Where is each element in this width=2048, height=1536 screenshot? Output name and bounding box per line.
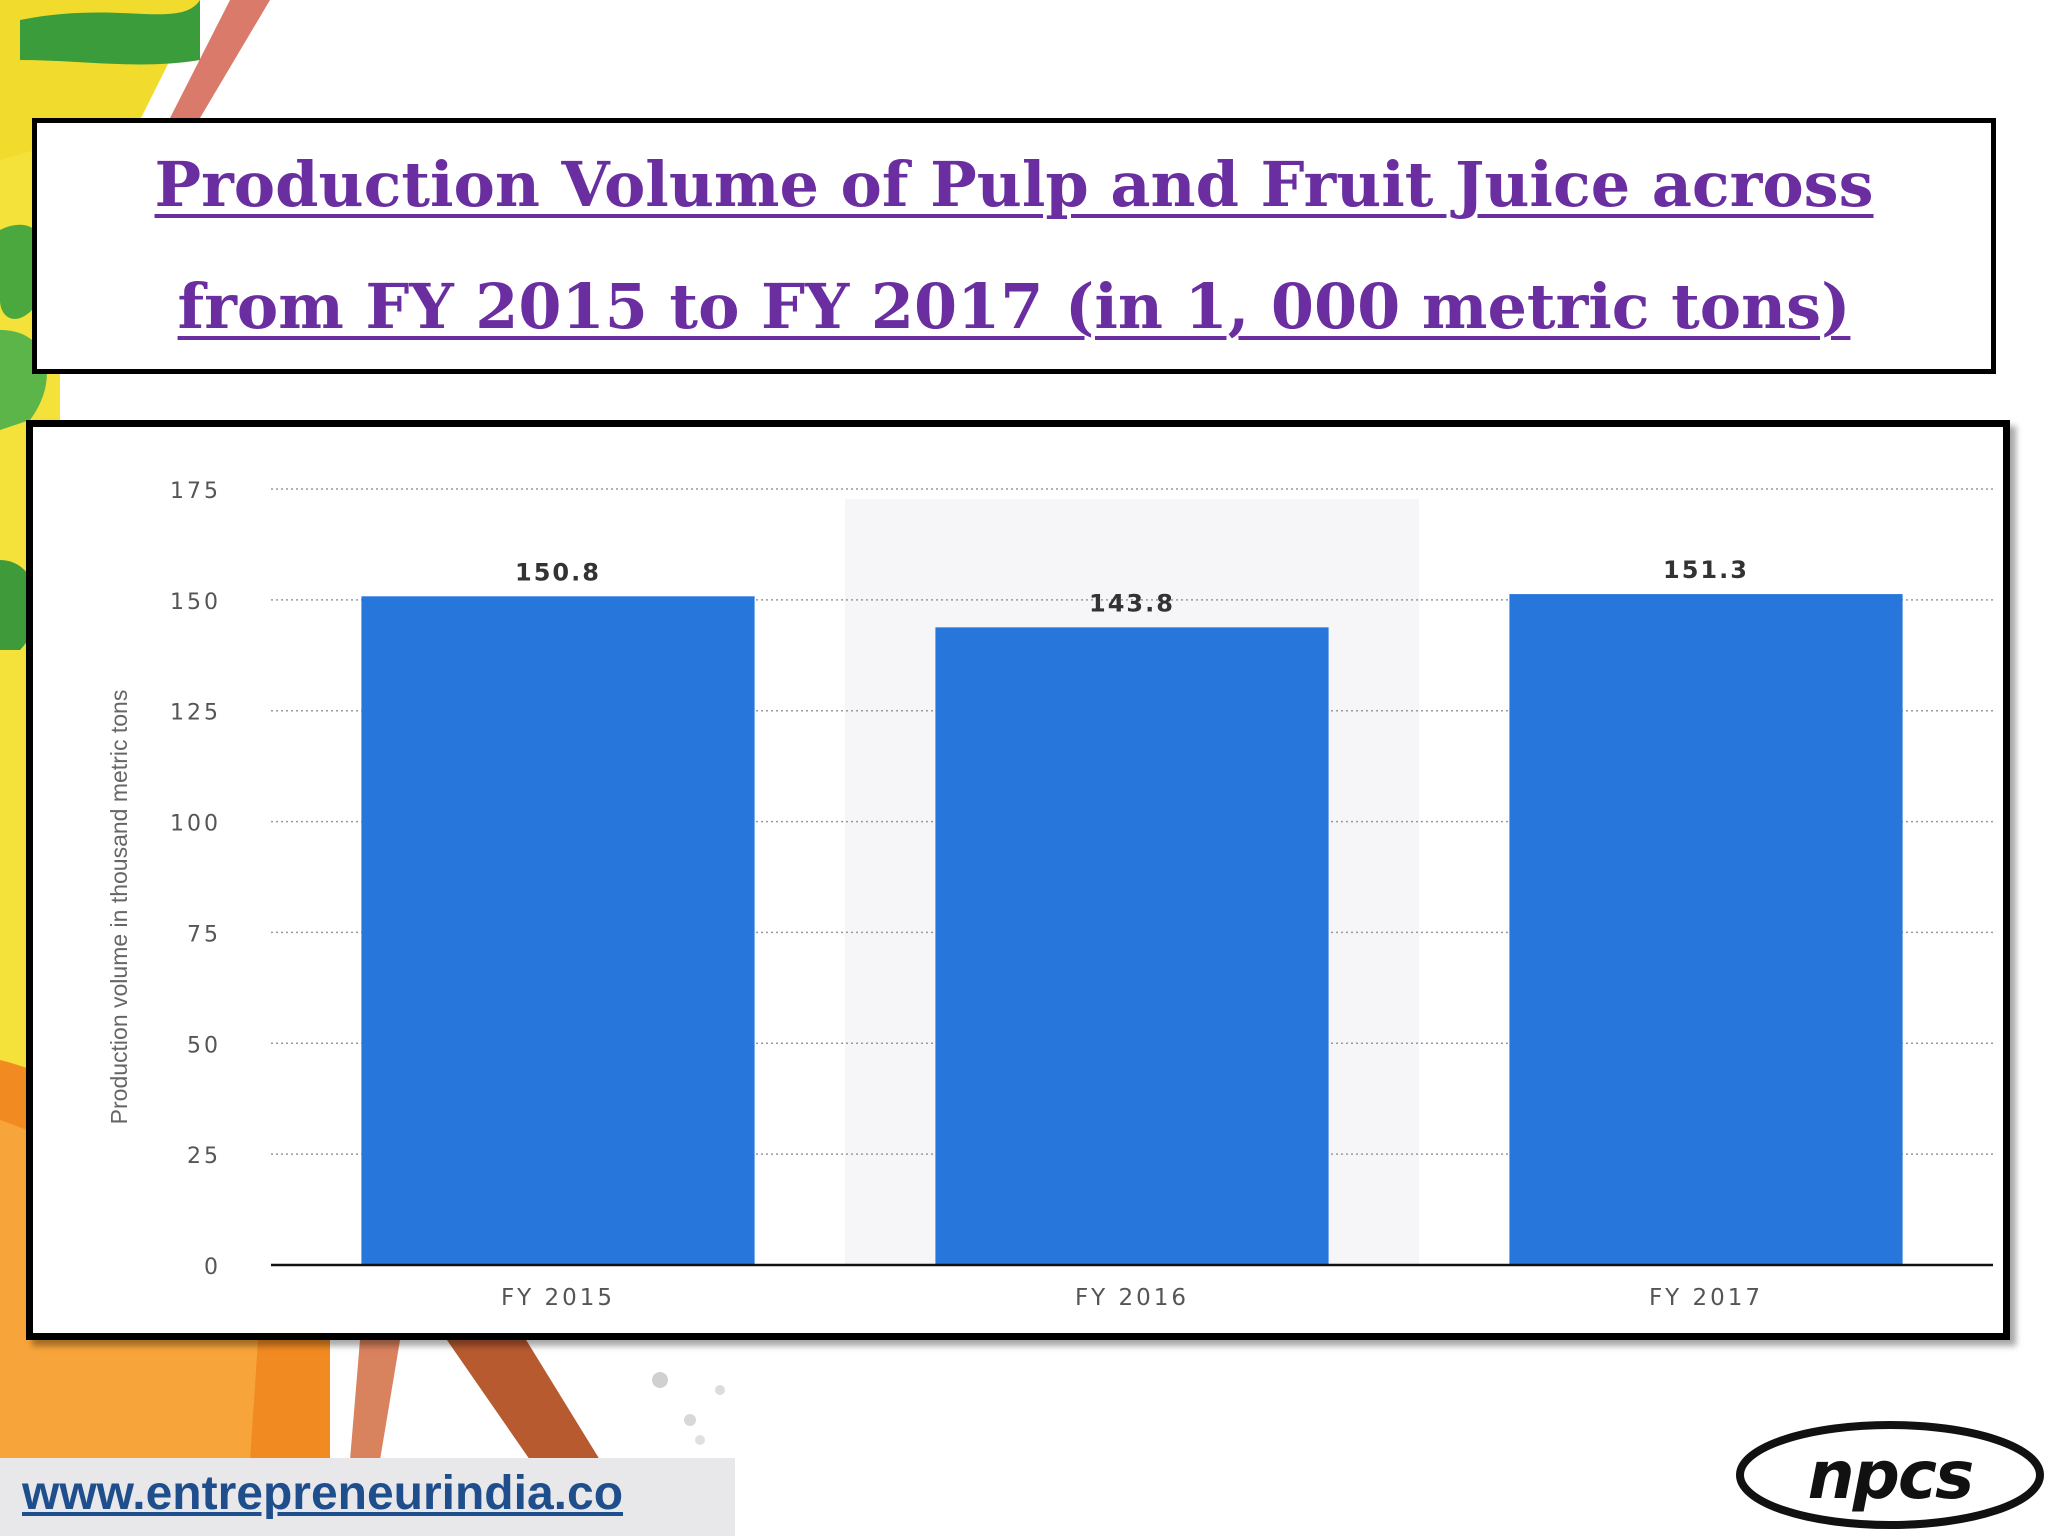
y-tick-label: 100	[170, 812, 221, 837]
title-line-2: from FY 2015 to FY 2017 (in 1, 000 metri…	[177, 270, 1851, 343]
x-tick-label: FY 2016	[1075, 1285, 1189, 1311]
data-label: 143.8	[1089, 589, 1175, 617]
data-label: 151.3	[1663, 556, 1749, 584]
y-tick-label: 50	[187, 1033, 221, 1058]
footer-url-box: www.entrepreneurindia.co	[0, 1458, 735, 1536]
y-tick-label: 125	[170, 701, 221, 726]
title-box: Production Volume of Pulp and Fruit Juic…	[32, 118, 1996, 374]
y-tick-label: 175	[170, 479, 221, 504]
y-tick-label: 75	[187, 922, 221, 947]
y-tick-label: 150	[170, 590, 221, 615]
y-tick-label: 0	[204, 1255, 221, 1280]
logo-text: npcs	[1807, 1436, 1975, 1514]
y-tick-label: 25	[187, 1144, 221, 1169]
website-link[interactable]: www.entrepreneurindia.co	[22, 1467, 624, 1520]
bar	[935, 627, 1329, 1265]
logo-ellipse-icon	[1736, 1421, 2044, 1529]
y-axis-label: Production volume in thousand metric ton…	[106, 690, 132, 1125]
bar	[1509, 594, 1903, 1265]
chart-panel: 0 25 50 75 100 125 150 175 150.8 FY 2015 143.8 FY 2…	[26, 420, 2010, 1340]
data-label: 150.8	[515, 558, 601, 586]
bar	[361, 596, 755, 1265]
x-tick-label: FY 2017	[1649, 1285, 1763, 1311]
npcs-logo: npcs	[1735, 1420, 2045, 1530]
bar-chart: 0 25 50 75 100 125 150 175 150.8 FY 2015 143.8 FY 2…	[106, 479, 1993, 1311]
title-line-1: Production Volume of Pulp and Fruit Juic…	[154, 148, 1874, 221]
page-title: Production Volume of Pulp and Fruit Juic…	[155, 124, 1874, 368]
x-tick-label: FY 2015	[501, 1285, 615, 1311]
